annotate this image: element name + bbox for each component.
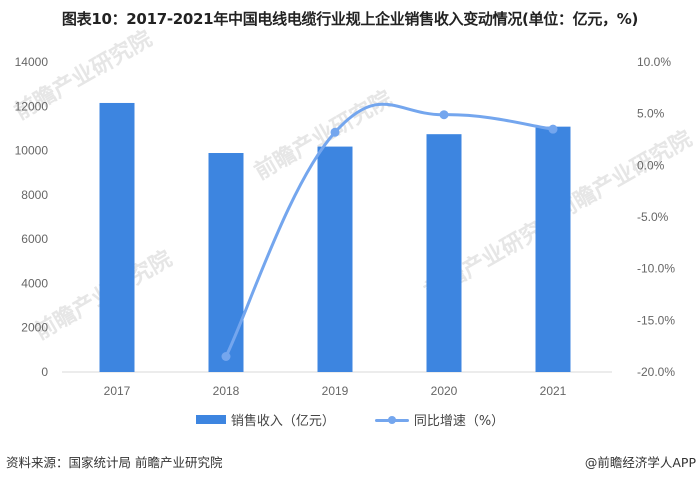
bar xyxy=(317,146,353,372)
chart-title: 图表10：2017-2021年中国电线电缆行业规上企业销售收入变动情况(单位：亿… xyxy=(61,10,639,28)
line-point xyxy=(439,110,449,120)
line-point xyxy=(330,127,340,137)
left-tick-label: 10000 xyxy=(15,144,49,158)
left-tick-label: 2000 xyxy=(21,321,48,335)
right-y-axis: -20.0% -15.0% -10.0% -5.0% 0.0% 5.0% 10.0% xyxy=(637,55,675,379)
x-tick-label: 2019 xyxy=(322,384,349,398)
left-tick-label: 0 xyxy=(41,365,48,379)
line-point xyxy=(548,124,558,134)
legend-label-growth: 同比增速（%） xyxy=(413,414,505,429)
bar xyxy=(535,126,571,373)
credit-note: @前瞻经济学人APP xyxy=(584,455,696,470)
legend: 销售收入（亿元） 同比增速（%） xyxy=(0,410,700,429)
x-tick-label: 2018 xyxy=(213,384,240,398)
left-tick-label: 4000 xyxy=(21,276,48,290)
right-tick-label: 5.0% xyxy=(637,107,665,121)
bar-swatch-icon xyxy=(195,415,226,424)
left-tick-label: 8000 xyxy=(21,188,48,202)
right-tick-label: -20.0% xyxy=(637,365,675,379)
legend-item-revenue: 销售收入（亿元） xyxy=(195,410,335,429)
bar xyxy=(99,102,135,372)
legend-label-revenue: 销售收入（亿元） xyxy=(230,414,335,429)
left-tick-label: 6000 xyxy=(21,232,48,246)
left-tick-label: 14000 xyxy=(15,55,49,69)
watermark-text: 前瞻产业研究院 xyxy=(550,126,696,226)
bar-series xyxy=(99,102,571,373)
bar xyxy=(426,134,462,372)
line-point xyxy=(221,352,231,361)
legend-item-growth: 同比增速（%） xyxy=(374,410,505,429)
bar xyxy=(208,153,244,372)
left-y-axis: 0 2000 4000 6000 8000 10000 12000 14000 xyxy=(15,55,49,379)
left-tick-label: 12000 xyxy=(15,99,49,113)
right-tick-label: 0.0% xyxy=(637,158,665,172)
right-tick-label: 10.0% xyxy=(637,55,671,69)
right-tick-label: -5.0% xyxy=(637,210,669,224)
line-swatch-icon xyxy=(374,415,409,425)
source-note: 资料来源：国家统计局 前瞻产业研究院 xyxy=(6,455,223,470)
x-axis-labels: 2017 2018 2019 2020 2021 xyxy=(104,384,567,398)
right-tick-label: -10.0% xyxy=(637,262,675,276)
x-tick-label: 2021 xyxy=(540,384,567,398)
right-tick-label: -15.0% xyxy=(637,313,675,327)
x-tick-label: 2020 xyxy=(431,384,458,398)
growth-line xyxy=(224,102,555,358)
x-tick-label: 2017 xyxy=(104,384,131,398)
line-series xyxy=(221,102,558,361)
